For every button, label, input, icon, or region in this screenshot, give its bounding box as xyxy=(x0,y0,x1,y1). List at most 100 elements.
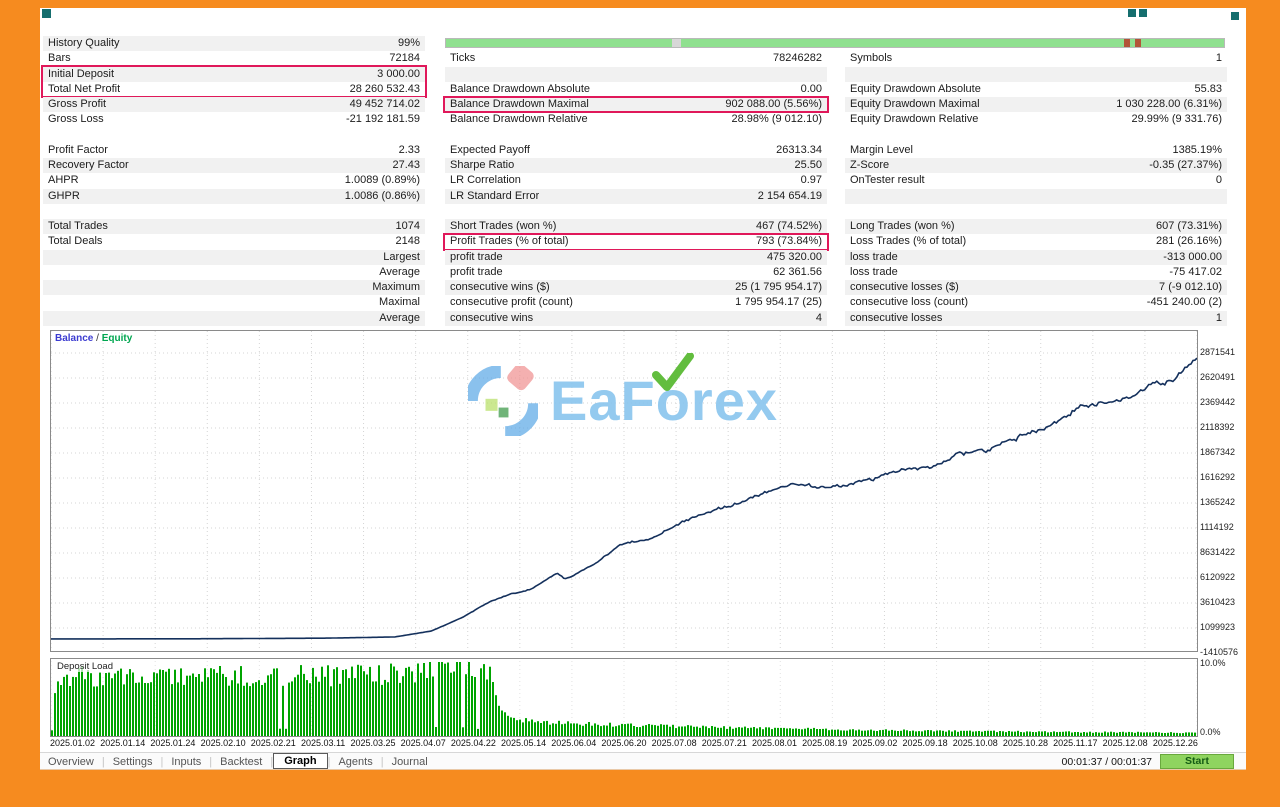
stat-value: 1074 xyxy=(395,220,420,232)
stat-label: AHPR xyxy=(48,174,79,187)
tab-backtest[interactable]: Backtest xyxy=(220,755,263,768)
date-tick-label: 2025.02.10 xyxy=(200,738,246,748)
stat-row: Ticks 78246282 xyxy=(445,51,827,66)
stat-row: Balance Drawdown Maximal 902 088.00 (5.56… xyxy=(443,95,829,114)
stat-spacer xyxy=(845,204,1227,219)
stat-value: 3 000.00 xyxy=(377,67,420,80)
stat-row: Maximum xyxy=(43,280,425,296)
stat-value: 902 088.00 (5.56%) xyxy=(725,98,822,110)
tab-separator: | xyxy=(160,755,164,768)
deposit-axis-max-label: 10.0% xyxy=(1200,658,1226,668)
date-tick-label: 2025.10.08 xyxy=(952,738,998,748)
stat-value: 25 (1 795 954.17) xyxy=(735,281,822,293)
stat-bar-slot xyxy=(445,36,827,51)
stat-value: 793 (73.84%) xyxy=(755,235,822,248)
stat-row: Equity Drawdown Absolute 55.83 xyxy=(845,82,1227,97)
date-tick-label: 2025.07.08 xyxy=(651,738,697,748)
stat-value: 1 030 228.00 (6.31%) xyxy=(1116,98,1222,110)
stat-label: Equity Drawdown Absolute xyxy=(850,82,981,95)
tab-settings[interactable]: Settings xyxy=(112,755,153,768)
stat-row: profit trade 475 320.00 xyxy=(445,249,827,265)
date-tick-label: 2025.05.14 xyxy=(501,738,547,748)
chart-legend: Balance / Equity xyxy=(55,333,132,344)
stat-value: 0.00 xyxy=(800,82,822,95)
stat-label: Short Trades (won %) xyxy=(450,220,557,232)
stat-label: Total Net Profit xyxy=(48,82,121,95)
stat-row xyxy=(845,66,1227,82)
legend-separator: / xyxy=(93,333,102,344)
stat-label: consecutive losses ($) xyxy=(850,281,959,293)
legend-balance-label: Balance xyxy=(55,333,94,344)
y-axis-tick-label: 1616292 xyxy=(1200,472,1236,482)
stat-value: 26313.34 xyxy=(776,143,822,156)
progress-error-tick xyxy=(1134,39,1141,47)
date-tick-label: 2025.10.28 xyxy=(1002,738,1048,748)
stat-label: Equity Drawdown Relative xyxy=(850,113,979,126)
stat-row: LR Correlation 0.97 xyxy=(445,173,827,188)
stat-row: Loss Trades (% of total) 281 (26.16%) xyxy=(845,234,1227,249)
stat-label: consecutive loss (count) xyxy=(850,296,968,309)
stat-value: -21 192 181.59 xyxy=(345,113,420,126)
y-axis-tick-label: 1867342 xyxy=(1200,447,1236,457)
stat-label: profit trade xyxy=(450,265,503,278)
tab-separator: | xyxy=(327,755,331,768)
stat-row: GHPR 1.0086 (0.86%) xyxy=(43,188,425,204)
stat-value: 475 320.00 xyxy=(766,250,822,263)
stat-value: Average xyxy=(379,311,420,324)
stat-row: loss trade -313 000.00 xyxy=(845,249,1227,265)
stat-label: LR Standard Error xyxy=(450,189,540,202)
stat-row: Short Trades (won %) 467 (74.52%) xyxy=(445,219,827,235)
date-tick-label: 2025.07.21 xyxy=(701,738,747,748)
tab-inputs[interactable]: Inputs xyxy=(171,755,202,768)
stat-row: Gross Profit 49 452 714.02 xyxy=(43,97,425,113)
balance-line xyxy=(51,357,1198,640)
stat-value: 1 795 954.17 (25) xyxy=(735,296,822,309)
stat-value: Average xyxy=(379,265,420,278)
stat-label: GHPR xyxy=(48,189,80,202)
stat-value: 78246282 xyxy=(773,52,822,65)
stat-row: profit trade 62 361.56 xyxy=(445,265,827,280)
stat-value: 29.99% (9 331.76) xyxy=(1131,113,1222,126)
stat-label: Long Trades (won %) xyxy=(850,220,955,232)
stat-value: 27.43 xyxy=(392,159,420,171)
stat-row: loss trade -75 417.02 xyxy=(845,265,1227,280)
y-axis-tick-label: 2620491 xyxy=(1200,372,1236,382)
stat-row: Maximal xyxy=(43,295,425,310)
stat-row: Recovery Factor 27.43 xyxy=(43,158,425,174)
stat-row: Symbols 1 xyxy=(845,51,1227,66)
x-axis-date-labels: 2025.01.02 2025.01.14 2025.01.24 2025.02.10… xyxy=(50,738,1198,748)
tab-journal[interactable]: Journal xyxy=(391,755,428,768)
stat-value: 607 (73.31%) xyxy=(1155,220,1222,232)
stat-value: 0.97 xyxy=(800,174,822,187)
stat-value: 62 361.56 xyxy=(773,265,822,278)
y-axis-tick-label: 8631422 xyxy=(1200,547,1236,557)
y-axis-tick-label: 1114192 xyxy=(1200,522,1234,532)
y-axis-tick-label: 2369442 xyxy=(1200,397,1236,407)
y-axis-tick-label: 6120922 xyxy=(1200,572,1236,582)
stat-label: Loss Trades (% of total) xyxy=(850,235,967,248)
stat-label: Total Trades xyxy=(48,220,108,232)
start-button[interactable]: Start xyxy=(1160,754,1234,769)
stat-row: Profit Factor 2.33 xyxy=(43,143,425,158)
stat-label: Total Deals xyxy=(48,235,103,248)
stat-row: Total Net Profit 28 260 532.43 xyxy=(41,81,427,99)
y-axis-tick-label: 2118392 xyxy=(1200,422,1235,432)
stat-value: 28.98% (9 012.10) xyxy=(731,113,822,126)
stat-label: Z-Score xyxy=(850,159,890,171)
stat-row: consecutive loss (count) -451 240.00 (2) xyxy=(845,295,1227,310)
strategy-tester-report-window: History Quality 99% Bars 72184 Initial Depos… xyxy=(40,8,1246,770)
tab-graph[interactable]: Graph xyxy=(273,752,328,769)
tab-agents[interactable]: Agents xyxy=(338,755,373,768)
stat-row: consecutive losses 1 xyxy=(845,310,1227,326)
stat-value: -313 000.00 xyxy=(1163,250,1222,263)
y-axis-tick-label: -1410576 xyxy=(1200,647,1239,657)
stat-label: OnTester result xyxy=(850,174,925,187)
deposit-load-bars-svg xyxy=(51,661,1197,736)
stat-label: LR Correlation xyxy=(450,174,521,187)
stat-value: 1385.19% xyxy=(1172,143,1222,156)
balance-chart-panel: Balance / Equity xyxy=(50,330,1198,654)
stat-label: profit trade xyxy=(450,250,503,263)
stat-row: consecutive wins 4 xyxy=(445,310,827,326)
tab-overview[interactable]: Overview xyxy=(48,755,94,768)
date-tick-label: 2025.09.18 xyxy=(902,738,948,748)
